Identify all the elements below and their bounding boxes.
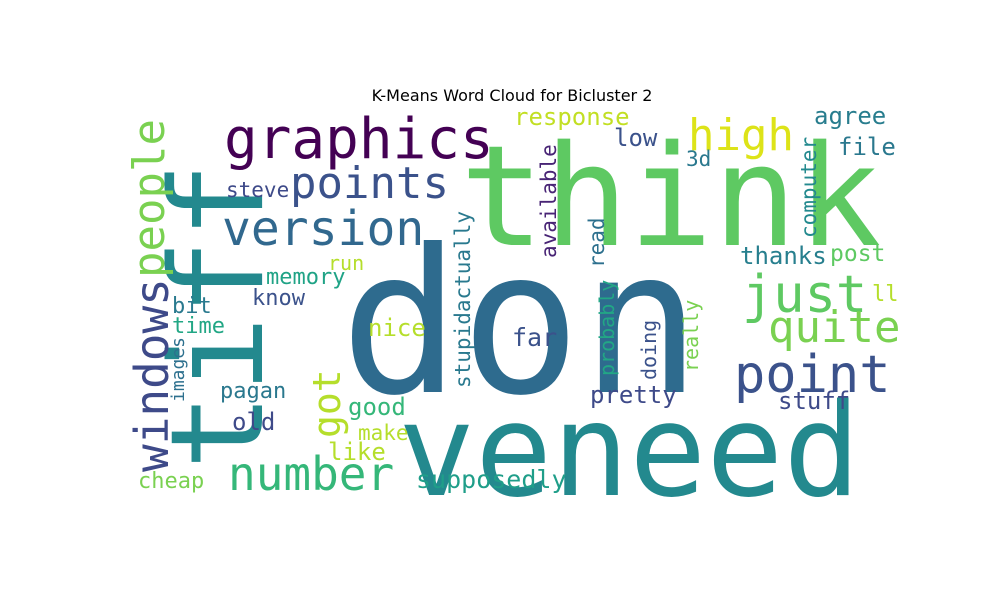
word-people: people <box>124 119 175 278</box>
word-steve: steve <box>226 178 289 202</box>
word-number: number <box>228 447 394 501</box>
word-stuff: stuff <box>778 387 850 415</box>
word-points: points <box>290 158 449 209</box>
word-just: just <box>742 265 867 325</box>
word-graphics: graphics <box>224 107 494 172</box>
word-bit: bit <box>172 294 212 319</box>
word-version: version <box>222 201 424 257</box>
word-nice: nice <box>368 314 426 342</box>
word-think: think <box>460 116 881 279</box>
word-tiff: tiff <box>144 162 293 470</box>
word-agree: agree <box>814 102 886 130</box>
word-high: high <box>688 110 794 161</box>
chart-title: K-Means Word Cloud for Bicluster 2 <box>372 86 653 105</box>
word-know: know <box>252 286 306 311</box>
word-old: old <box>232 408 275 436</box>
word-cheap: cheap <box>138 469 204 494</box>
word-available: available <box>537 144 561 258</box>
word-low: low <box>614 124 658 152</box>
word-really: really <box>679 300 703 372</box>
word-quite: quite <box>768 302 900 353</box>
word-good: good <box>348 393 406 421</box>
word-ll: ll <box>872 282 899 307</box>
word-don: don <box>340 207 701 440</box>
word-got: got <box>305 369 349 438</box>
word-windows: windows <box>125 278 179 472</box>
word-like: like <box>328 438 386 466</box>
word-memory: memory <box>266 265 345 290</box>
word-thanks: thanks <box>740 242 827 270</box>
word-response: response <box>514 103 630 131</box>
word-pagan: pagan <box>220 379 286 404</box>
word-3d: 3d <box>686 147 711 171</box>
word-file: file <box>838 133 896 161</box>
word-computer: computer <box>797 137 821 238</box>
word-probably: probably <box>595 280 619 376</box>
word-point: point <box>734 345 891 405</box>
word-supposedly: supposedly <box>416 465 567 494</box>
word-run: run <box>328 251 364 275</box>
word-post: post <box>830 241 885 267</box>
word-stupidactually: stupidactually <box>451 211 475 388</box>
word-pretty: pretty <box>590 381 677 409</box>
word-doing: doing <box>637 320 661 380</box>
word-images: images <box>168 337 189 402</box>
word-time: time <box>172 314 225 339</box>
word-make: make <box>358 421 409 445</box>
word-read: read <box>585 217 609 268</box>
word-far: far <box>512 323 557 352</box>
word-veneed: veneed <box>398 377 860 526</box>
